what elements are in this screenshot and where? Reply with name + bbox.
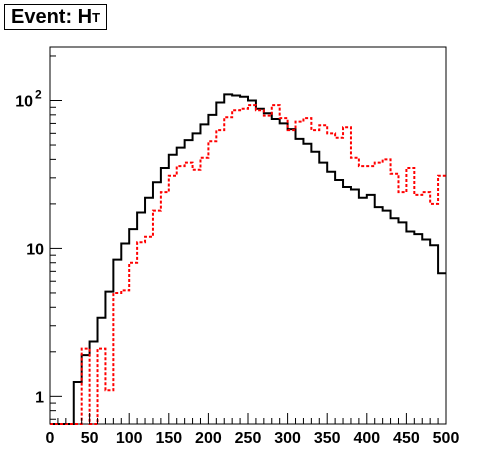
- y-tick-label-exponent: 2: [35, 88, 42, 102]
- x-tick-label: 450: [393, 430, 420, 447]
- x-tick-label: 100: [116, 430, 143, 447]
- histogram-series-0: [50, 93, 446, 425]
- x-tick-label: 50: [81, 430, 99, 447]
- y-tick-label: 10: [15, 94, 33, 111]
- y-tick-label: 1: [35, 389, 44, 406]
- y-tick-label: 10: [26, 241, 44, 258]
- chart-title-main: Event: H: [11, 5, 93, 28]
- chart-title-subscript: T: [92, 9, 101, 25]
- series-layer: [50, 93, 446, 425]
- x-tick-label: 0: [46, 430, 55, 447]
- histogram-series-1: [50, 104, 446, 425]
- x-tick-label: 500: [433, 430, 460, 447]
- x-tick-label: 350: [314, 430, 341, 447]
- x-tick-label: 200: [195, 430, 222, 447]
- x-tick-label: 300: [274, 430, 301, 447]
- x-tick-label: 250: [235, 430, 262, 447]
- plot-frame: [49, 46, 447, 425]
- x-tick-label: 400: [353, 430, 380, 447]
- x-tick-label: 150: [155, 430, 182, 447]
